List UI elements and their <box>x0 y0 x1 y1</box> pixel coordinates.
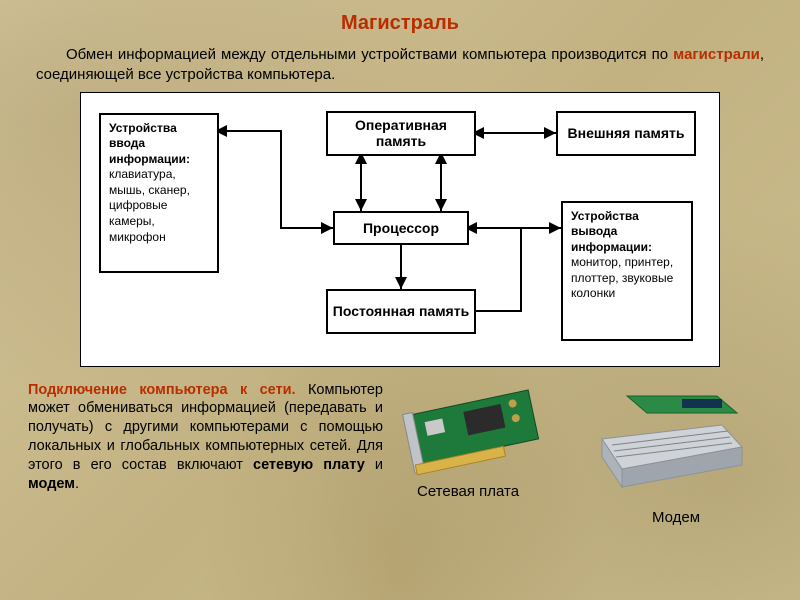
bottom-row: Подключение компьютера к сети. Компьютер… <box>0 367 800 494</box>
hardware-images: Сетевая плата Модем <box>397 381 772 494</box>
bus-diagram: Устройства ввода информации:клавиатура, … <box>80 92 720 367</box>
modem-caption: Модем <box>652 509 700 526</box>
net-end: . <box>75 476 79 492</box>
intro-paragraph: Обмен информацией между отдельными устро… <box>0 35 800 92</box>
network-paragraph: Подключение компьютера к сети. Компьютер… <box>28 381 383 494</box>
net-b2: модем <box>28 476 75 492</box>
sidebox-input: Устройства ввода информации:клавиатура, … <box>99 113 219 273</box>
title-text: Магистраль <box>341 12 459 34</box>
node-rom: Постоянная память <box>326 289 476 334</box>
intro-pre: Обмен информацией между отдельными устро… <box>66 46 673 63</box>
nic-image <box>397 381 562 476</box>
nic-caption: Сетевая плата <box>417 483 519 500</box>
node-ram: Оперативная память <box>326 111 476 156</box>
intro-highlight: магистрали <box>673 46 760 63</box>
sidebox-output: Устройства вывода информации:монитор, пр… <box>561 201 693 341</box>
node-cpu: Процессор <box>333 211 469 245</box>
modem-image <box>582 391 747 486</box>
net-mid: и <box>365 457 383 473</box>
page-title: Магистраль <box>0 0 800 35</box>
net-b1: сетевую плату <box>253 457 365 473</box>
net-lead: Подключение компьютера к сети. <box>28 382 296 398</box>
node-ext: Внешняя память <box>556 111 696 156</box>
